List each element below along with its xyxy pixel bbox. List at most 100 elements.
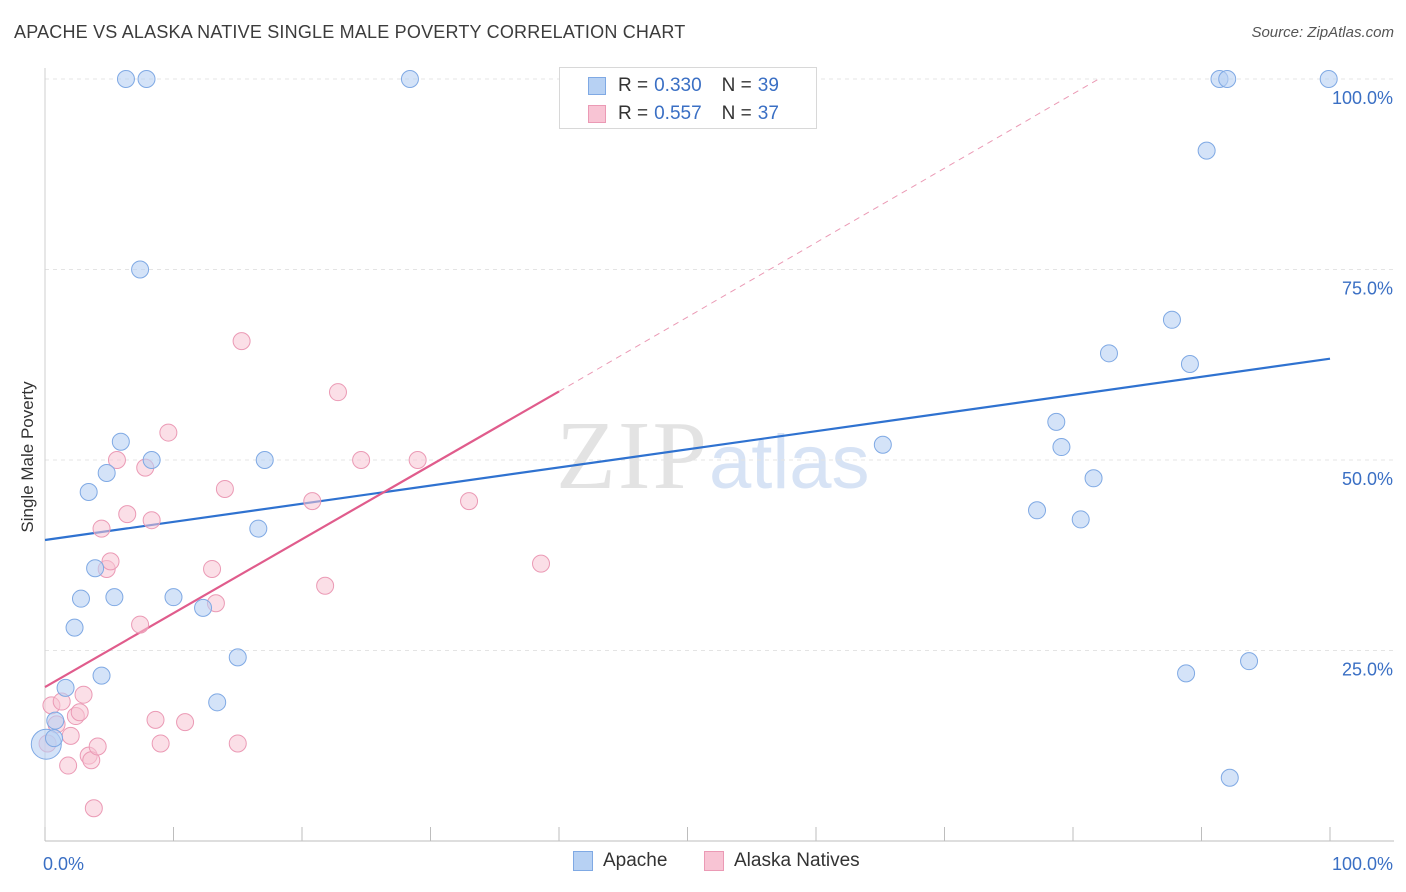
apache-point <box>116 70 135 88</box>
apache-point <box>208 693 227 712</box>
apache-point <box>1084 469 1103 488</box>
apache-point <box>142 451 161 469</box>
apache-point <box>131 260 150 279</box>
apache-n-label: N = <box>721 75 752 96</box>
apache-point <box>1099 344 1118 363</box>
alaska-legend-swatch <box>704 851 724 871</box>
legend-row-apache: R = 0.330 N = 39 <box>588 74 779 98</box>
alaska-r-value: 0.557 <box>654 103 702 124</box>
zipatlas-watermark: ZIPatlas <box>556 400 870 512</box>
apache-point <box>164 588 183 607</box>
alaska-r-label: R = <box>618 103 649 124</box>
alaska-point <box>352 451 371 469</box>
apache-point <box>71 589 90 608</box>
apache-point <box>1180 354 1199 373</box>
alaska-n-label: N = <box>721 103 752 124</box>
apache-point <box>1028 501 1047 520</box>
alaska-point <box>101 552 120 571</box>
trend-lines <box>44 78 1331 689</box>
alaska-point <box>460 492 479 511</box>
alaska-trend-line <box>44 390 560 689</box>
alaska-point <box>228 734 247 753</box>
apache-point <box>1240 652 1259 671</box>
x-tick-label-start: 0.0% <box>43 854 84 874</box>
apache-legend-swatch <box>573 851 593 871</box>
apache-trend-line <box>44 357 1331 542</box>
alaska-point <box>131 615 150 634</box>
series-legend: Apache Alaska Natives <box>0 850 1406 878</box>
apache-point <box>255 451 274 469</box>
alaska-point <box>146 710 165 729</box>
apache-r-label: R = <box>618 75 649 96</box>
alaska-swatch <box>588 105 606 123</box>
legend-item-apache[interactable]: Apache <box>573 850 667 872</box>
alaska-point <box>107 451 126 469</box>
alaska-point <box>328 383 347 402</box>
apache-point <box>137 70 156 88</box>
apache-point <box>86 559 105 578</box>
alaska-point <box>74 685 93 704</box>
alaska-point <box>176 713 195 732</box>
alaska-point <box>203 559 222 578</box>
apache-n-value: 39 <box>757 75 779 96</box>
apache-point <box>92 666 111 685</box>
apache-point <box>56 678 75 697</box>
alaska-point <box>232 332 251 351</box>
watermark-zip: ZIP <box>556 402 709 510</box>
apache-point <box>249 519 268 538</box>
apache-point <box>1220 768 1239 787</box>
apache-legend-label: Apache <box>603 850 668 871</box>
alaska-point <box>118 505 137 524</box>
apache-r-value: 0.330 <box>654 75 702 96</box>
alaska-point <box>92 519 111 538</box>
alaska-point <box>408 451 427 469</box>
alaska-point <box>88 737 107 756</box>
alaska-point <box>532 554 551 573</box>
alaska-n-value: 37 <box>757 103 779 124</box>
y-tick-label: 100.0% <box>1332 88 1393 108</box>
y-tick-label: 50.0% <box>1342 469 1393 489</box>
apache-point <box>44 729 63 748</box>
alaska-point <box>215 479 234 498</box>
apache-point <box>194 598 213 617</box>
apache-point <box>46 711 65 730</box>
apache-point <box>105 588 124 607</box>
alaska-point <box>316 576 335 595</box>
chart-title: APACHE VS ALASKA NATIVE SINGLE MALE POVE… <box>14 22 686 42</box>
alaska-point <box>70 703 89 722</box>
tick-labels: 25.0% 50.0% 75.0% 100.0% 0.0% 100.0% <box>43 88 1393 874</box>
alaska-point <box>151 734 170 753</box>
apache-point <box>1319 70 1338 88</box>
x-tick-label-end: 100.0% <box>1332 854 1393 874</box>
data-points <box>30 70 1338 818</box>
apache-point <box>873 435 892 454</box>
apache-point <box>1197 141 1216 160</box>
apache-point <box>1218 70 1237 88</box>
apache-point <box>65 618 84 637</box>
alaska-point <box>59 756 78 775</box>
apache-point <box>1071 510 1090 529</box>
alaska-point <box>84 799 103 818</box>
y-axis-label: Single Male Poverty <box>18 381 37 533</box>
apache-point <box>1177 664 1196 683</box>
apache-point <box>79 483 98 502</box>
alaska-point <box>159 423 178 442</box>
source-credit: Source: ZipAtlas.com <box>1251 24 1394 41</box>
apache-point <box>97 463 116 482</box>
axes <box>44 68 1394 842</box>
apache-point <box>1052 438 1071 457</box>
alaska-trend-extension <box>558 78 1099 392</box>
apache-point <box>400 70 419 88</box>
alaska-point <box>61 726 80 745</box>
apache-point <box>111 432 130 451</box>
apache-point <box>228 648 247 667</box>
apache-point <box>1162 310 1181 329</box>
alaska-point <box>142 511 161 530</box>
legend-item-alaska[interactable]: Alaska Natives <box>704 850 860 872</box>
correlation-legend: R = 0.330 N = 39 R = 0.557 N = 37 <box>559 67 817 129</box>
y-tick-label: 25.0% <box>1342 660 1393 680</box>
y-tick-label: 75.0% <box>1342 279 1393 299</box>
legend-row-alaska: R = 0.557 N = 37 <box>588 102 779 126</box>
apache-point <box>1047 412 1066 431</box>
